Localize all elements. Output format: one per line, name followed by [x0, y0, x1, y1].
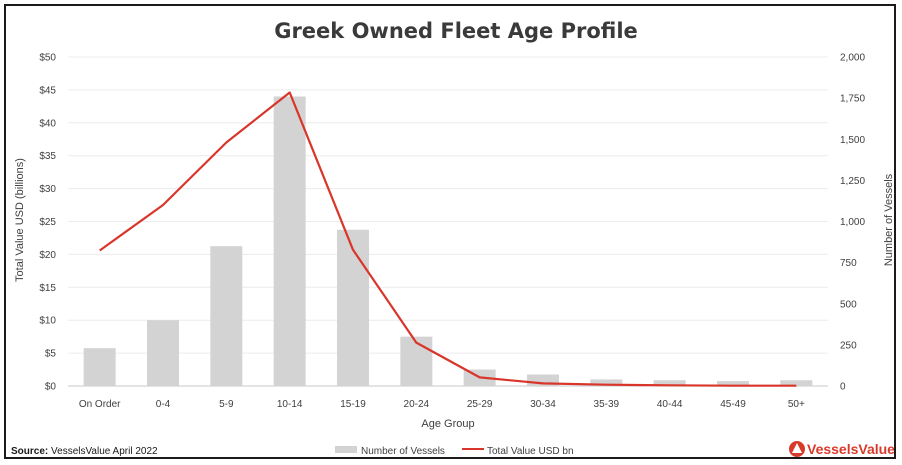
y-left-tick-label: $10 [39, 316, 56, 327]
x-tick-label: On Order [79, 399, 121, 410]
y-right-tick-label: 1,750 [840, 94, 865, 105]
y-left-tick-label: $5 [45, 349, 57, 360]
bar [147, 320, 179, 386]
x-tick-label: 10-14 [277, 399, 303, 410]
x-tick-label: 50+ [788, 399, 805, 410]
y-left-tick-label: $35 [39, 151, 56, 162]
source-note: Source: VesselsValue April 2022 [11, 446, 158, 457]
y-left-tick-label: $30 [39, 184, 56, 195]
x-tick-label: 0-4 [156, 399, 171, 410]
y-right-tick-label: 2,000 [840, 53, 865, 64]
y-left-tick-label: $25 [39, 217, 56, 228]
y-left-tick-label: $20 [39, 250, 56, 261]
bar [83, 348, 116, 386]
chart-title: Greek Owned Fleet Age Profile [274, 19, 638, 43]
bar [337, 229, 369, 386]
bar [653, 380, 686, 386]
x-tick-label: 15-19 [340, 399, 366, 410]
bar [590, 379, 623, 386]
source-text: VesselsValue April 2022 [51, 446, 158, 457]
y-right-tick-label: 1,250 [840, 176, 865, 187]
y-right-tick-label: 1,500 [840, 135, 865, 146]
y-left-tick-label: $15 [39, 283, 56, 294]
chart-svg: Greek Owned Fleet Age Profile $0 $5 $10 $15… [11, 19, 894, 457]
bar [400, 336, 433, 386]
x-axis-title: Age Group [421, 418, 474, 430]
chart-frame: Greek Owned Fleet Age Profile $0 $5 $10 $15… [4, 4, 896, 459]
y-right-tick-label: 750 [840, 258, 857, 269]
source-label: Source: [11, 446, 48, 457]
legend-swatch-vessels [335, 446, 357, 453]
bar [273, 96, 306, 386]
bar [527, 374, 559, 386]
x-tick-label: 25-29 [467, 399, 493, 410]
bar [210, 246, 243, 386]
x-tick-label: 35-39 [594, 399, 620, 410]
y-left-tick-label: $45 [39, 85, 56, 96]
y-right-tick-label: 250 [840, 340, 857, 351]
legend-label-value: Total Value USD bn [487, 446, 574, 457]
y-right-tick-label: 500 [840, 299, 857, 310]
x-tick-label: 5-9 [219, 399, 234, 410]
legend: Number of Vessels Total Value USD bn [335, 446, 574, 457]
x-tick-label: 20-24 [404, 399, 430, 410]
brand-logo-text: VesselsValue [807, 441, 894, 457]
y-left-tick-label: $40 [39, 118, 56, 129]
x-tick-label: 45-49 [720, 399, 746, 410]
bar [780, 380, 813, 386]
y-axis-left-title: Total Value USD (billions) [14, 158, 26, 282]
legend-label-vessels: Number of Vessels [361, 446, 445, 457]
x-tick-label: 30-34 [530, 399, 556, 410]
bar [717, 381, 749, 386]
x-tick-label: 40-44 [657, 399, 683, 410]
y-left-tick-label: $50 [39, 53, 56, 64]
y-right-tick-label: 1,000 [840, 217, 865, 228]
y-left-tick-label: $0 [45, 382, 57, 393]
y-axis-right-title: Number of Vessels [883, 173, 894, 266]
value-line [99, 91, 797, 387]
y-right-tick-label: 0 [840, 382, 846, 393]
brand-logo: VesselsValue [789, 441, 894, 457]
